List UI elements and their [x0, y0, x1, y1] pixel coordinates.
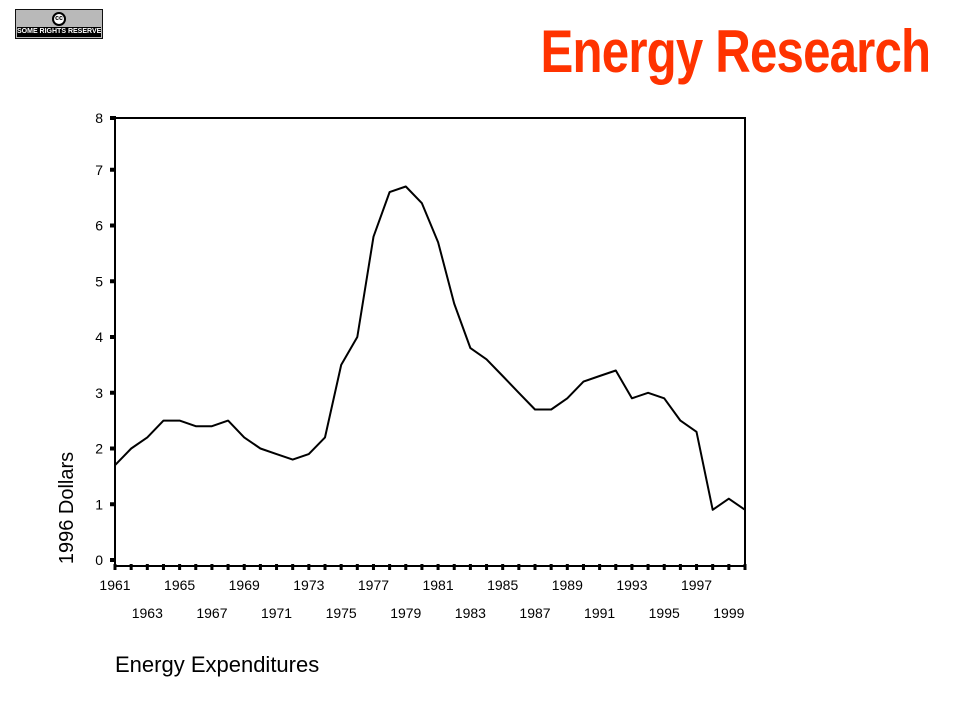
x-tick-label: 1999: [713, 605, 744, 621]
y-tick-label: 2: [95, 441, 103, 457]
y-tick: [110, 390, 116, 395]
x-tick-label: 1979: [390, 605, 421, 621]
x-tick-label: 1981: [422, 577, 453, 593]
x-tick-label: 1965: [164, 577, 195, 593]
x-tick-label: 1969: [229, 577, 260, 593]
y-tick: [110, 558, 116, 562]
x-tick: [565, 564, 569, 570]
x-tick-label: 1977: [358, 577, 389, 593]
x-tick-label: 1973: [293, 577, 324, 593]
y-tick: [110, 116, 116, 120]
y-axis: 0 1 2 3 4 5 6 7 8: [95, 110, 116, 568]
y-tick-label: 0: [95, 552, 103, 568]
x-tick: [678, 564, 682, 570]
x-tick: [210, 564, 214, 570]
x-tick: [533, 564, 537, 570]
x-tick: [614, 564, 618, 570]
x-tick: [145, 564, 149, 570]
x-tick: [420, 564, 424, 570]
y-tick-label: 8: [95, 110, 103, 126]
x-axis: 1961 1965 1969 1973 1977 1981 1985 1989 1993 1997…: [99, 564, 747, 621]
y-tick: [110, 279, 116, 284]
y-tick: [110, 502, 116, 507]
x-tick-label: 1989: [552, 577, 583, 593]
x-tick-label: 1991: [584, 605, 615, 621]
x-tick: [436, 564, 440, 570]
x-tick-label: 1997: [681, 577, 712, 593]
y-tick: [110, 335, 116, 339]
x-tick: [468, 564, 472, 570]
y-tick: [110, 167, 116, 172]
x-tick: [226, 564, 230, 570]
x-tick-label: 1983: [455, 605, 486, 621]
slide-title: Energy Research: [540, 18, 931, 85]
x-tick: [452, 564, 456, 570]
x-tick: [339, 564, 343, 570]
y-tick-label: 4: [95, 329, 103, 345]
y-tick: [110, 446, 116, 451]
y-tick-label: 5: [95, 273, 103, 289]
plot-frame: [114, 117, 746, 567]
x-tick: [113, 564, 117, 570]
x-tick: [404, 564, 408, 570]
x-tick: [178, 564, 182, 570]
x-tick: [161, 564, 165, 570]
y-tick-label: 1: [95, 496, 103, 512]
cc-icon: cc: [52, 12, 66, 26]
x-tick: [323, 564, 327, 570]
x-tick-label: 1975: [326, 605, 357, 621]
x-tick-label: 1995: [649, 605, 680, 621]
x-tick: [727, 564, 731, 570]
y-axis-label: 1996 Dollars: [56, 452, 78, 564]
x-tick: [291, 564, 295, 570]
x-tick-label: 1963: [132, 605, 163, 621]
x-tick: [501, 564, 505, 570]
x-tick-label: 1993: [616, 577, 647, 593]
cc-license-badge: cc SOME RIGHTS RESERVED: [15, 9, 103, 39]
x-tick: [646, 564, 650, 570]
x-tick: [275, 564, 279, 570]
x-tick: [371, 564, 375, 570]
y-tick-label: 6: [95, 218, 103, 234]
y-tick: [110, 223, 116, 228]
x-tick-label: 1971: [261, 605, 292, 621]
x-tick: [630, 564, 634, 570]
x-tick: [695, 564, 699, 570]
y-tick-label: 3: [95, 385, 103, 401]
x-tick: [194, 564, 198, 570]
y-tick-label: 7: [95, 162, 103, 178]
x-tick: [549, 564, 553, 570]
cc-badge-label: SOME RIGHTS RESERVED: [17, 27, 101, 37]
x-tick-label: 1961: [99, 577, 130, 593]
x-tick: [598, 564, 602, 570]
x-tick: [129, 564, 133, 570]
x-tick: [307, 564, 311, 570]
series-line: [114, 185, 746, 511]
x-tick-label: 1987: [519, 605, 550, 621]
x-tick: [258, 564, 262, 570]
x-tick: [388, 564, 392, 570]
x-tick-label: 1985: [487, 577, 518, 593]
x-tick: [662, 564, 666, 570]
x-tick: [711, 564, 715, 570]
x-tick: [485, 564, 489, 570]
x-tick: [242, 564, 246, 570]
x-tick: [355, 564, 359, 570]
x-tick-label: 1967: [196, 605, 227, 621]
chart-title: Energy Expenditures: [115, 652, 320, 677]
x-tick: [581, 564, 585, 570]
x-tick: [743, 564, 747, 570]
x-tick: [517, 564, 521, 570]
